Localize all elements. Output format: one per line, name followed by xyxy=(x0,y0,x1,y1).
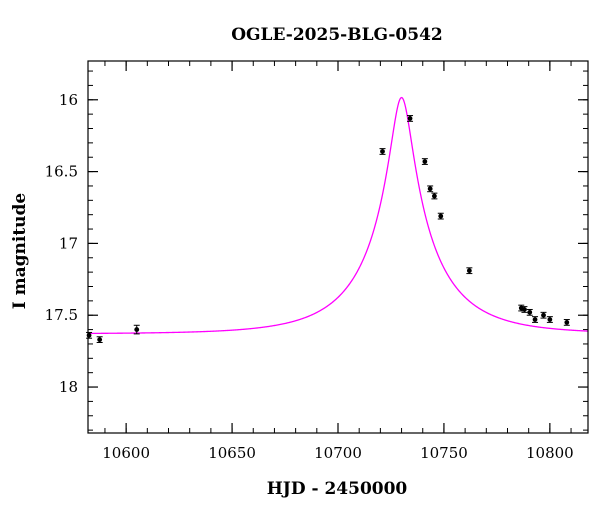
data-point xyxy=(437,212,444,220)
x-tick-label: 10650 xyxy=(208,444,256,462)
x-tick-label: 10750 xyxy=(420,444,468,462)
data-point xyxy=(521,306,528,313)
y-tick-label: 18 xyxy=(59,378,78,396)
point-marker xyxy=(522,307,527,312)
data-point xyxy=(466,267,473,275)
data-point xyxy=(546,316,553,323)
y-tick-label: 17 xyxy=(59,234,78,252)
point-marker xyxy=(427,186,433,192)
model-curve xyxy=(88,96,588,335)
model-curve-path xyxy=(88,96,588,335)
data-point xyxy=(532,316,539,323)
y-tick-label: 16 xyxy=(59,91,78,109)
axis-ticks: 10600 10650 10700 10750 10800 16 16.5 17 17.5 18 xyxy=(45,61,588,462)
point-marker xyxy=(86,332,92,338)
data-point xyxy=(526,308,533,316)
y-tick-label: 16.5 xyxy=(45,163,78,181)
plot-frame xyxy=(87,60,589,434)
y-axis-label: I magnitude xyxy=(10,193,30,310)
x-tick-label: 10700 xyxy=(314,444,362,462)
point-marker xyxy=(134,327,140,332)
point-marker xyxy=(422,159,428,164)
data-point xyxy=(563,319,570,326)
point-marker xyxy=(431,193,437,199)
point-marker xyxy=(547,317,553,322)
point-marker xyxy=(438,213,444,219)
point-marker xyxy=(407,116,413,121)
point-marker xyxy=(527,309,533,315)
data-point xyxy=(133,324,140,335)
x-axis-label: HJD - 2450000 xyxy=(267,479,408,499)
point-marker xyxy=(97,337,103,343)
data-point xyxy=(421,158,428,165)
point-marker xyxy=(541,312,546,318)
data-point xyxy=(379,148,386,155)
point-marker xyxy=(380,149,385,154)
chart-title: OGLE-2025-BLG-0542 xyxy=(231,25,443,45)
data-point xyxy=(427,185,434,193)
point-marker xyxy=(564,320,570,325)
data-point xyxy=(96,336,103,344)
data-point xyxy=(540,311,547,319)
point-marker xyxy=(532,317,538,322)
x-tick-label: 10600 xyxy=(102,444,150,462)
data-points xyxy=(86,115,570,344)
point-marker xyxy=(466,268,472,274)
y-tick-label: 17.5 xyxy=(45,306,78,324)
x-tick-label: 10800 xyxy=(526,444,574,462)
data-point xyxy=(407,115,414,122)
data-point xyxy=(431,192,438,200)
